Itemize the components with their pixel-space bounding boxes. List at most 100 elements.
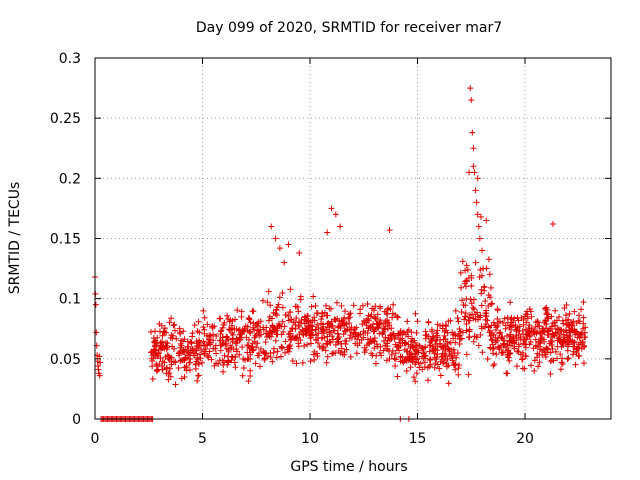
data-point	[297, 296, 304, 303]
data-point	[323, 326, 330, 333]
data-point	[256, 332, 263, 339]
data-point	[287, 286, 294, 293]
data-points	[92, 85, 589, 422]
data-point	[218, 328, 225, 335]
data-point	[272, 337, 279, 344]
data-point	[207, 341, 214, 348]
data-point	[388, 325, 395, 332]
data-point	[374, 325, 381, 332]
data-point	[465, 275, 472, 282]
data-point	[327, 305, 334, 312]
data-point	[532, 319, 539, 326]
data-point	[486, 271, 493, 278]
data-point	[194, 372, 201, 379]
data-point	[419, 366, 426, 373]
data-point	[385, 305, 392, 312]
data-point	[175, 364, 182, 371]
data-point	[488, 336, 495, 343]
data-point	[386, 356, 393, 363]
data-point	[209, 324, 216, 331]
data-point	[541, 338, 548, 345]
data-point	[434, 327, 441, 334]
data-point	[216, 337, 223, 344]
y-tick-labels: 0 0.05 0.1 0.15 0.2 0.25 0.3	[50, 51, 81, 428]
data-point	[397, 353, 404, 360]
data-point	[265, 317, 272, 324]
data-point	[257, 346, 264, 353]
data-point	[272, 235, 279, 242]
data-point	[475, 342, 482, 349]
data-point	[295, 343, 302, 350]
data-point	[247, 330, 254, 337]
data-point	[513, 363, 520, 370]
data-point	[516, 327, 523, 334]
data-point	[307, 358, 314, 365]
data-point	[400, 359, 407, 366]
data-point	[521, 365, 528, 372]
data-point	[172, 381, 179, 388]
data-point	[557, 326, 564, 333]
data-point	[221, 352, 228, 359]
data-point	[223, 333, 230, 340]
data-point	[249, 308, 256, 315]
data-point	[455, 371, 462, 378]
data-point	[470, 296, 477, 303]
data-point	[355, 331, 362, 338]
data-point	[442, 336, 449, 343]
data-point	[236, 326, 243, 333]
data-point	[506, 338, 513, 345]
data-point	[365, 312, 372, 319]
data-point	[289, 358, 296, 365]
data-point	[273, 312, 280, 319]
data-point	[285, 317, 292, 324]
data-point	[219, 334, 226, 341]
data-point	[389, 314, 396, 321]
data-point	[501, 340, 508, 347]
data-point	[489, 337, 496, 344]
data-point	[463, 262, 470, 269]
data-point	[364, 315, 371, 322]
data-point	[323, 302, 330, 309]
data-point	[477, 331, 484, 338]
data-point	[562, 327, 569, 334]
data-point	[181, 364, 188, 371]
data-point	[374, 311, 381, 318]
data-point	[571, 338, 578, 345]
data-point	[515, 331, 522, 338]
data-point	[200, 342, 207, 349]
data-point	[177, 330, 184, 337]
data-point	[577, 331, 584, 338]
data-point	[538, 334, 545, 341]
data-point	[370, 328, 377, 335]
data-point	[149, 376, 156, 383]
data-point	[466, 326, 473, 333]
data-point	[291, 335, 298, 342]
data-point	[287, 334, 294, 341]
data-point	[510, 318, 517, 325]
data-point	[331, 316, 338, 323]
data-point	[154, 334, 161, 341]
data-point	[188, 340, 195, 347]
data-point	[201, 326, 208, 333]
data-point	[390, 330, 397, 337]
data-point	[208, 356, 215, 363]
data-point	[462, 310, 469, 317]
data-point	[217, 331, 224, 338]
data-point	[157, 339, 164, 346]
data-point	[168, 361, 175, 368]
data-point	[482, 310, 489, 317]
data-point	[296, 249, 303, 256]
data-point	[431, 350, 438, 357]
data-point	[465, 371, 472, 378]
data-point	[371, 344, 378, 351]
data-point	[561, 336, 568, 343]
data-point	[412, 378, 419, 385]
data-point	[408, 335, 415, 342]
data-point	[388, 351, 395, 358]
data-point	[375, 324, 382, 331]
data-point	[549, 221, 556, 228]
data-point	[401, 346, 408, 353]
data-point	[376, 349, 383, 356]
data-point	[352, 340, 359, 347]
data-point	[542, 353, 549, 360]
